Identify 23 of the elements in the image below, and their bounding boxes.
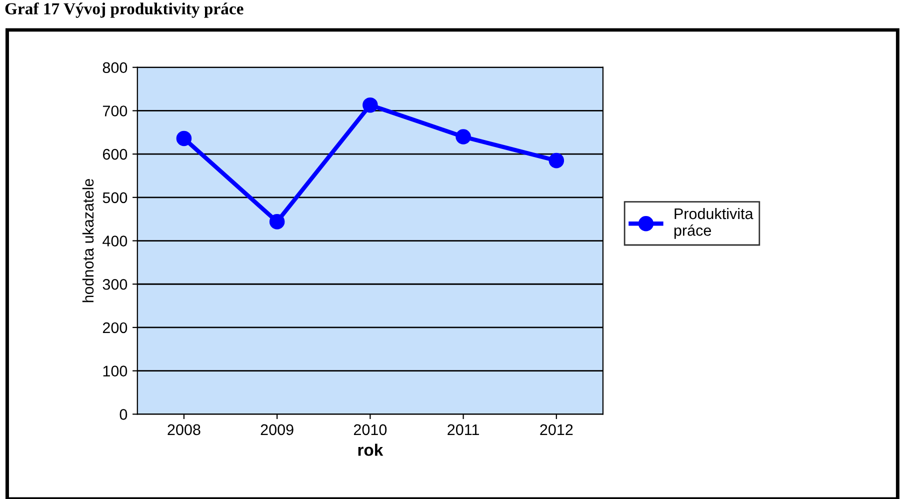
- y-tick-label: 500: [102, 192, 128, 204]
- point: [362, 97, 378, 113]
- y-tick-label: 200: [102, 322, 128, 334]
- chart-title: Graf 17 Vývoj produktivity práce: [5, 2, 244, 18]
- x-tick-label: 2009: [260, 424, 294, 436]
- x-tick-label: 2011: [448, 424, 479, 436]
- x-axis-title: rok: [358, 444, 384, 456]
- y-tick-label: 800: [102, 62, 128, 74]
- point: [269, 214, 285, 230]
- point: [456, 129, 471, 144]
- x-tick-label: 2008: [168, 424, 200, 436]
- y-tick-label: 300: [102, 278, 128, 290]
- point: [176, 130, 192, 146]
- y-tick-label: 400: [102, 236, 128, 246]
- y-tick-label: 600: [102, 148, 128, 160]
- point: [548, 152, 564, 168]
- legend-label: Produktivita práce: [674, 208, 754, 239]
- y-axis-title: hodnota ukazatele: [82, 179, 94, 302]
- y-tick-label: 700: [102, 106, 128, 116]
- x-tick-label: 2010: [354, 424, 387, 436]
- y-tick-label: 100: [103, 366, 128, 377]
- y-tick-label: 0: [120, 409, 128, 420]
- x-tick-label: 2012: [540, 424, 573, 436]
